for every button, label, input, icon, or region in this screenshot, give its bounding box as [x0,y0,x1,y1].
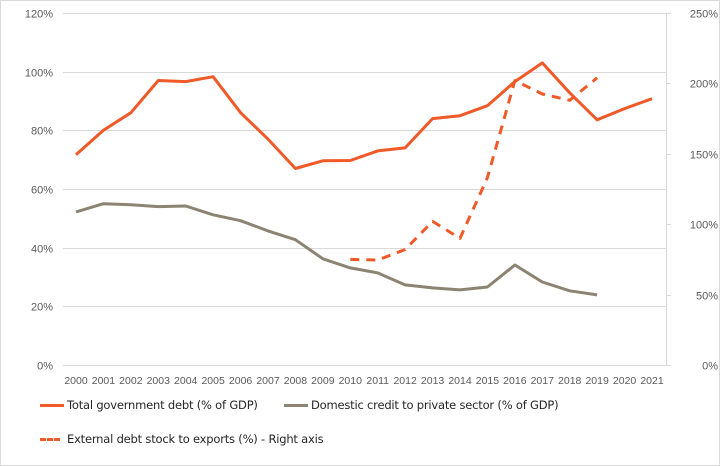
x-tick-label: 2012 [393,375,417,387]
x-tick-label: 2017 [531,375,555,387]
x-tick-label: 2004 [174,375,198,387]
x-tick-label: 2015 [476,375,500,387]
x-tick-label: 2005 [201,375,225,387]
legend-item-government-debt: Total government debt (% of GDP) [40,398,258,412]
legend-item-domestic-credit: Domestic credit to private sector (% of … [284,398,559,412]
x-tick-label: 2010 [339,375,363,387]
x-tick-label: 2011 [366,375,389,387]
left-tick-label: 20% [31,302,53,314]
x-tick-label: 2018 [558,375,582,387]
right-tick-label: 0% [702,361,718,373]
gridlines [63,13,666,366]
x-tick-label: 2016 [503,375,527,387]
left-axis-ticks: 0% 20% 40% 60% 80% 100% 120% [25,9,53,373]
x-tick-label: 2019 [585,375,609,387]
x-tick-label: 2000 [64,375,88,387]
x-tick-label: 2021 [640,375,664,387]
x-tick-label: 2013 [421,375,445,387]
x-tick-label: 2007 [256,375,280,387]
x-tick-label: 2008 [284,375,308,387]
left-tick-label: 40% [31,244,53,256]
legend-label-external-debt: External debt stock to exports (%) - Rig… [67,432,324,446]
left-tick-label: 60% [31,185,53,197]
legend-swatch-government-debt [40,403,64,407]
x-tick-label: 2020 [613,375,637,387]
right-tick-label: 150% [690,150,718,162]
x-tick-label: 2001 [92,375,116,387]
x-tick-label: 2014 [448,375,472,387]
right-tick-label: 100% [690,220,718,232]
left-tick-label: 100% [25,68,53,80]
x-tick-label: 2003 [147,375,171,387]
series-line-external-debt [350,76,599,262]
series-line-government-debt [75,61,653,170]
x-axis-ticks: 2000 2001 2002 2003 2004 2005 2006 2007 2008 2009… [64,375,664,387]
legend-label-domestic-credit: Domestic credit to private sector (% of … [311,398,559,412]
legend-swatch-domestic-credit [284,403,308,407]
right-tick-label: 200% [690,79,718,91]
right-tick-label: 50% [696,291,718,303]
legend-label-government-debt: Total government debt (% of GDP) [67,398,258,412]
x-tick-label: 2002 [119,375,143,387]
left-tick-label: 80% [31,126,53,138]
series-line-domestic-credit [75,202,598,297]
series-lines [75,61,653,297]
right-tick-label: 250% [690,9,718,21]
left-tick-label: 0% [37,361,53,373]
legend-swatch-external-debt [40,437,60,441]
right-axis: 0% 50% 100% 150% 200% 250% [666,9,718,373]
x-tick-label: 2009 [311,375,335,387]
legend-item-external-debt: External debt stock to exports (%) - Rig… [40,432,324,446]
left-tick-label: 120% [25,9,53,21]
x-tick-label: 2006 [229,375,253,387]
